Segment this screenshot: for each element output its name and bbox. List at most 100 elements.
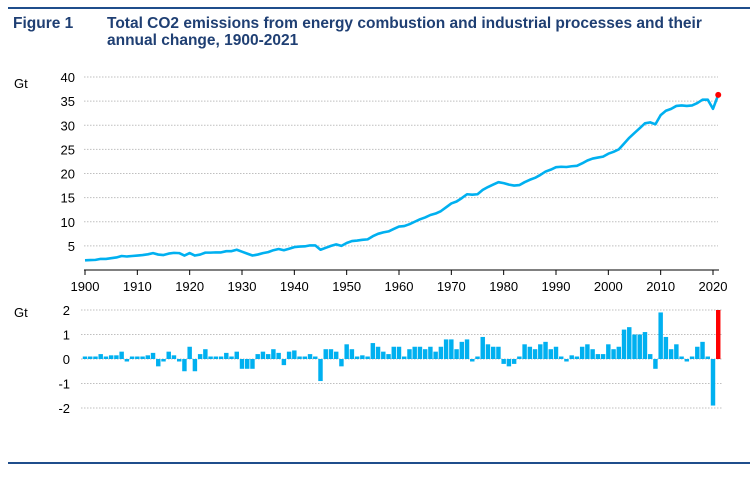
bar-2005	[632, 334, 637, 359]
x-tick-label: 1990	[542, 279, 571, 294]
bar-1919	[182, 359, 187, 372]
bar-1964	[417, 346, 423, 359]
bar-1949	[339, 359, 344, 367]
bar-1974	[470, 359, 475, 362]
bar-1991	[559, 356, 564, 359]
bar-1988	[543, 341, 548, 359]
bottom-rule	[8, 462, 750, 464]
bar-1967	[433, 351, 438, 359]
y-tick-label: 35	[61, 94, 75, 109]
y-tick-label: -1	[58, 377, 70, 392]
bar-1900	[82, 356, 88, 359]
bar-1926	[218, 356, 224, 359]
bar-2015	[684, 359, 690, 362]
bar-1963	[412, 346, 417, 359]
bar-1966	[428, 346, 433, 359]
bar-1921	[192, 359, 198, 372]
bar-1992	[564, 359, 569, 362]
bar-1930	[239, 359, 245, 369]
bar-1936	[271, 349, 276, 359]
bar-2017	[695, 346, 700, 359]
highlight-point-2021	[715, 91, 722, 98]
bar-1929	[234, 351, 239, 359]
bar-1903	[98, 354, 103, 359]
bar-1961	[402, 356, 407, 359]
y-tick-label: 30	[61, 118, 75, 133]
top-rule	[8, 7, 750, 9]
x-tick-label: 1900	[71, 279, 100, 294]
bar-2013	[674, 344, 679, 359]
y-tick-label: 10	[61, 215, 75, 230]
bar-1927	[224, 352, 229, 359]
bar-1937	[276, 352, 281, 359]
y-tick-label: 20	[61, 167, 75, 182]
y-tick-label: 2	[63, 303, 70, 318]
bar-1953	[360, 355, 365, 359]
bar-1977	[485, 344, 491, 359]
emissions-series-line	[84, 94, 720, 262]
bar-1945	[318, 359, 323, 382]
bar-1960	[396, 346, 402, 359]
y-tick-label: 15	[61, 191, 75, 206]
bottom-y-axis-label: Gt	[14, 305, 28, 320]
bar-1914	[156, 359, 161, 367]
y-tick-label: 0	[63, 352, 70, 367]
bar-1948	[333, 351, 339, 359]
bar-1906	[114, 355, 119, 359]
bar-1956	[375, 346, 381, 359]
bar-2008	[647, 354, 653, 359]
bar-1907	[119, 351, 124, 359]
bar-1975	[475, 356, 480, 359]
bar-1916	[166, 351, 171, 359]
bar-1980	[501, 359, 506, 364]
bar-2003	[621, 329, 627, 359]
x-tick-label: 1960	[385, 279, 414, 294]
bar-2020	[710, 359, 716, 406]
bar-1935	[265, 354, 271, 359]
bar-1990	[553, 346, 559, 359]
bar-1917	[171, 355, 177, 359]
x-tick-label: 1970	[437, 279, 466, 294]
bar-1941	[297, 356, 302, 359]
x-tick-label: 1940	[280, 279, 309, 294]
bar-2021	[716, 310, 721, 359]
bar-1944	[313, 356, 318, 359]
bar-1999	[600, 354, 606, 359]
bar-1918	[176, 359, 182, 362]
x-tick-label: 2000	[594, 279, 623, 294]
y-tick-label: 25	[61, 142, 75, 157]
bar-1998	[595, 354, 601, 359]
bar-1931	[245, 359, 250, 369]
bar-1978	[490, 346, 496, 359]
bar-1965	[422, 349, 428, 359]
bar-1922	[197, 354, 203, 359]
bar-1932	[250, 359, 255, 369]
bar-1947	[328, 349, 334, 359]
bar-1925	[213, 356, 219, 359]
bar-1942	[302, 356, 308, 359]
bar-1995	[579, 346, 585, 359]
figure-label: Figure 1	[13, 15, 74, 32]
bar-1971	[454, 349, 459, 359]
bar-1996	[585, 344, 590, 359]
bar-2009	[653, 359, 658, 369]
bar-2019	[705, 356, 710, 359]
bar-1955	[370, 343, 376, 359]
bar-1997	[590, 349, 595, 359]
bar-1905	[108, 355, 114, 359]
top-y-axis-label: Gt	[14, 76, 28, 91]
bar-1946	[323, 349, 328, 359]
bar-1968	[438, 346, 444, 359]
bar-1979	[496, 346, 501, 359]
bar-1923	[203, 349, 208, 359]
bar-1985	[527, 346, 533, 359]
annual-change-bar-chart: Gt 2 1 0 -1 -2	[14, 303, 722, 416]
bar-2007	[642, 332, 648, 359]
bar-1909	[129, 356, 135, 359]
bar-1976	[480, 336, 485, 359]
bar-1934	[260, 351, 266, 359]
bar-1959	[391, 346, 396, 359]
bar-1984	[522, 344, 527, 359]
bar-2010	[658, 312, 663, 359]
